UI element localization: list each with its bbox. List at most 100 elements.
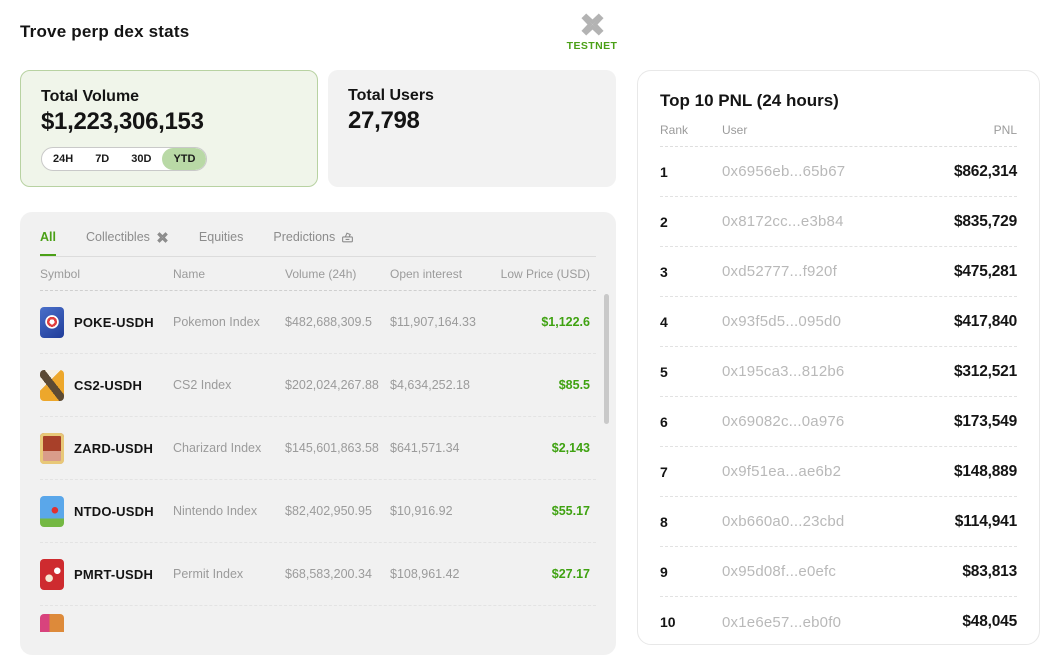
market-icon — [40, 306, 64, 338]
trove-logo-icon — [580, 13, 604, 36]
pnl-user-address: 0x1e6e57...eb0f0 — [722, 613, 842, 631]
tab-predictions[interactable]: Predictions — [273, 214, 354, 256]
market-name: Permit Index — [173, 567, 244, 581]
col-pnl: PNL — [993, 122, 1017, 137]
pnl-rank: 3 — [660, 263, 668, 280]
range-24h[interactable]: 24H — [53, 153, 74, 165]
pnl-user-address: 0x95d08f...e0efc — [722, 563, 837, 580]
market-symbol: PMRT-USDH — [74, 566, 154, 582]
pnl-value: $48,045 — [962, 613, 1017, 630]
pnl-user-address: 0x8172cc...e3b84 — [722, 213, 844, 230]
markets-table-header: Symbol Name Volume (24h) Open interest L… — [40, 257, 596, 291]
pnl-row: 5 0x195ca3...812b6 $312,521 — [660, 347, 1017, 397]
total-users-card: Total Users 27,798 — [328, 70, 616, 187]
pnl-user-address: 0x69082c...0a976 — [722, 413, 845, 430]
pnl-value: $417,840 — [953, 312, 1017, 330]
market-name: Pokemon Index — [173, 315, 260, 329]
pnl-value: $835,729 — [953, 212, 1017, 230]
col-rank: Rank — [660, 122, 689, 137]
pnl-row: 2 0x8172cc...e3b84 $835,729 — [660, 197, 1017, 247]
pnl-title: Top 10 PNL (24 hours) — [660, 91, 839, 110]
scrollbar-thumb[interactable] — [604, 294, 609, 424]
market-row[interactable]: POKE-USDH Pokemon Index $482,688,309.5 $… — [40, 291, 596, 354]
total-users-value: 27,798 — [348, 107, 420, 134]
market-open-interest: $641,571.34 — [390, 441, 460, 455]
pnl-row: 9 0x95d08f...e0efc $83,813 — [660, 547, 1017, 597]
pnl-rank: 9 — [660, 563, 668, 580]
pnl-table-header: Rank User PNL — [660, 121, 1017, 147]
col-name: Name — [173, 266, 206, 281]
market-low-price: $2,143 — [551, 441, 590, 455]
market-open-interest: $11,907,164.33 — [390, 315, 476, 329]
markets-table-body: POKE-USDH Pokemon Index $482,688,309.5 $… — [40, 291, 596, 632]
markets-scrollbar[interactable] — [604, 292, 609, 631]
network-badge: TESTNET — [566, 40, 618, 52]
pnl-user-address: 0x195ca3...812b6 — [722, 363, 845, 380]
trove-asterisk-icon — [157, 231, 168, 243]
market-icon — [40, 369, 64, 401]
market-low-price: $85.5 — [558, 378, 590, 392]
market-open-interest: $108,961.42 — [390, 567, 460, 581]
pnl-value: $312,521 — [953, 362, 1017, 380]
pnl-row: 3 0xd52777...f920f $475,281 — [660, 247, 1017, 297]
market-open-interest: $4,634,252.18 — [390, 378, 470, 392]
market-low-price: $55.17 — [551, 504, 590, 518]
pnl-user-address: 0x93f5d5...095d0 — [722, 313, 842, 330]
pnl-user-address: 0x9f51ea...ae6b2 — [722, 463, 842, 480]
col-volume: Volume (24h) — [285, 266, 357, 281]
pnl-rank: 6 — [660, 413, 668, 430]
pnl-value: $173,549 — [953, 412, 1017, 430]
pnl-user-address: 0x6956eb...65b67 — [722, 163, 846, 180]
pnl-value: $475,281 — [953, 262, 1017, 280]
market-volume: $82,402,950.95 — [285, 504, 372, 518]
range-ytd[interactable]: YTD — [162, 148, 207, 170]
pnl-rank: 8 — [660, 513, 668, 530]
range-30d[interactable]: 30D — [131, 153, 152, 165]
pnl-row: 8 0xb660a0...23cbd $114,941 — [660, 497, 1017, 547]
market-row-partial — [40, 606, 596, 632]
total-volume-value: $1,223,306,153 — [41, 108, 204, 135]
market-symbol: NTDO-USDH — [74, 503, 154, 519]
market-volume: $145,601,863.58 — [285, 441, 379, 455]
market-volume: $68,583,200.34 — [285, 567, 372, 581]
market-row[interactable]: CS2-USDH CS2 Index $202,024,267.88 $4,63… — [40, 354, 596, 417]
market-open-interest: $10,916.92 — [390, 504, 453, 518]
market-volume: $482,688,309.5 — [285, 315, 372, 329]
market-row[interactable]: ZARD-USDH Charizard Index $145,601,863.5… — [40, 417, 596, 480]
pnl-user-address: 0xb660a0...23cbd — [722, 513, 845, 530]
tab-all[interactable]: All — [40, 214, 56, 256]
page-title: Trove perp dex stats — [20, 22, 190, 41]
total-volume-card: Total Volume $1,223,306,153 24H 7D 30D YTD — [20, 70, 318, 187]
market-icon — [40, 614, 64, 632]
markets-tabs: All Collectibles Equities Predictions — [40, 212, 596, 257]
pnl-panel: Top 10 PNL (24 hours) Rank User PNL 1 0x… — [637, 70, 1040, 645]
pnl-rank: 5 — [660, 363, 668, 380]
col-open-interest: Open interest — [390, 266, 463, 281]
tab-equities[interactable]: Equities — [198, 230, 244, 244]
market-name: Charizard Index — [173, 441, 262, 455]
range-7d[interactable]: 7D — [95, 153, 110, 165]
market-row[interactable]: NTDO-USDH Nintendo Index $82,402,950.95 … — [40, 480, 596, 543]
total-volume-label: Total Volume — [41, 88, 140, 105]
market-row[interactable]: PMRT-USDH Permit Index $68,583,200.34 $1… — [40, 543, 596, 606]
pnl-rank: 7 — [660, 463, 668, 480]
ballot-icon — [342, 231, 354, 242]
pnl-row: 7 0x9f51ea...ae6b2 $148,889 — [660, 447, 1017, 497]
market-low-price: $1,122.6 — [541, 315, 590, 329]
brand: TESTNET — [562, 11, 622, 52]
market-icon — [40, 495, 64, 527]
market-name: Nintendo Index — [173, 504, 258, 518]
market-symbol: CS2-USDH — [74, 377, 143, 393]
market-low-price: $27.17 — [551, 567, 590, 581]
tab-collectibles[interactable]: Collectibles — [86, 214, 169, 256]
pnl-row: 1 0x6956eb...65b67 $862,314 — [660, 147, 1017, 197]
pnl-value: $862,314 — [953, 162, 1017, 180]
pnl-table-body: 1 0x6956eb...65b67 $862,314 2 0x8172cc..… — [660, 147, 1017, 644]
pnl-rank: 4 — [660, 313, 668, 330]
pnl-value: $83,813 — [962, 562, 1017, 580]
pnl-user-address: 0xd52777...f920f — [722, 263, 837, 280]
pnl-row: 6 0x69082c...0a976 $173,549 — [660, 397, 1017, 447]
market-icon — [40, 432, 64, 464]
pnl-rank: 10 — [660, 614, 676, 630]
